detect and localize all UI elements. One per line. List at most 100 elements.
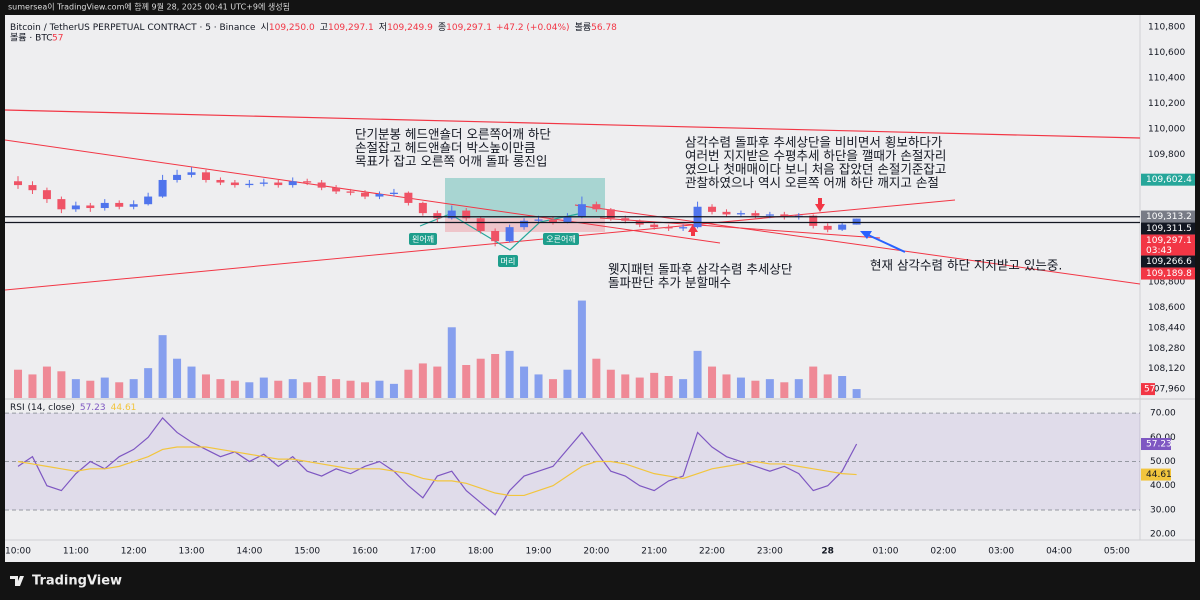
chart-area	[5, 15, 1195, 562]
candle-body	[852, 218, 861, 225]
y-tick-label: 30.00	[1150, 505, 1176, 515]
rsi-tag-label: 44.61	[1146, 470, 1172, 480]
volume-bar	[389, 383, 398, 398]
pattern-label-box	[498, 255, 518, 267]
annotation: 돌파판단 추가 분할매수	[608, 275, 731, 290]
legend-value: 56.78	[591, 23, 617, 33]
volume-bar	[158, 335, 167, 398]
volume-bar	[42, 366, 51, 398]
candle-body	[751, 213, 760, 216]
candle-body	[809, 215, 818, 226]
candle-body	[216, 179, 225, 183]
price-tag	[1141, 210, 1195, 223]
volume-bar	[606, 369, 615, 398]
trend-line	[4, 199, 956, 291]
volume-bar	[86, 380, 95, 398]
candle-body	[520, 220, 529, 228]
annotation: 현재 삼각수렴 하단 지지받고 있는중.	[870, 258, 1062, 273]
y-tick-label: 110,400	[1148, 73, 1185, 83]
candle-body	[42, 190, 51, 200]
price-tag	[1141, 173, 1195, 186]
volume-bar	[187, 366, 196, 398]
volume-bar	[28, 374, 37, 398]
legend-value: 109,297.1	[446, 23, 492, 33]
volume-bar	[100, 377, 109, 398]
rsi-title: RSI (14, close)	[10, 403, 75, 413]
y-tick-label: 110,200	[1148, 99, 1185, 109]
volume-bar	[361, 382, 370, 398]
candle-body	[115, 202, 124, 207]
legend-value: +47.2 (+0.04%)	[496, 23, 570, 33]
y-tick-label: 110,800	[1148, 22, 1185, 32]
trend-line	[4, 139, 721, 244]
price-tag	[1141, 222, 1195, 235]
price-tag-label: 109,602.4	[1146, 175, 1192, 185]
footer-bar	[0, 562, 1200, 600]
volume-bar	[780, 382, 789, 398]
y-tick-label: 70.00	[1150, 409, 1176, 419]
legend-title: Bitcoin / TetherUS PERPETUAL CONTRACT · …	[10, 23, 256, 33]
candle-body	[577, 204, 586, 217]
rsi-tag	[1141, 438, 1171, 451]
legend-label: 종	[438, 22, 446, 33]
volume-bar	[650, 372, 659, 398]
volume-bar	[751, 380, 760, 398]
trend-line	[4, 109, 1141, 139]
candle-body	[28, 185, 37, 191]
volume-bar	[505, 350, 514, 398]
volume-bar	[548, 379, 557, 398]
candle-body	[144, 196, 153, 205]
volume-title: 볼륨 · BTC	[10, 33, 53, 44]
volume-tag-label: 57	[1144, 385, 1155, 395]
annotation: 손절잡고 헤드앤숄더 박스높이만큼	[355, 140, 535, 155]
candle-body	[491, 230, 500, 242]
volume-bar	[303, 382, 312, 398]
y-tick-label: 40.00	[1150, 481, 1176, 491]
volume-bar	[418, 363, 427, 398]
volume-bar	[679, 379, 688, 398]
annotation: 웻지패턴 돌파후 삼각수렴 추세상단	[608, 262, 793, 277]
legend: Bitcoin / TetherUS PERPETUAL CONTRACT · …	[10, 22, 617, 33]
annotation: 여러번 지지받은 수평추세 하단을 깰때가 손절자리	[685, 148, 946, 163]
volume-bar	[852, 389, 861, 398]
x-tick-label: 18:00	[468, 547, 494, 557]
y-tick-label: 110,600	[1148, 48, 1185, 58]
volume-bar	[794, 379, 803, 398]
pattern-label-box	[543, 233, 579, 245]
rsi-line	[17, 417, 858, 516]
legend-label: 저	[379, 22, 387, 33]
volume-bar	[635, 377, 644, 398]
candle-body	[592, 204, 601, 210]
candle-body	[187, 172, 196, 175]
x-tick-label: 13:00	[179, 547, 205, 557]
volume-bar	[332, 379, 341, 398]
y-tick-label: 108,280	[1148, 344, 1185, 354]
volume-bar	[664, 376, 673, 398]
candle-body	[780, 214, 789, 217]
candle-body	[606, 209, 615, 219]
candle-body	[173, 174, 182, 180]
price-tag	[1141, 234, 1195, 256]
candle-body	[679, 227, 688, 229]
volume-bar	[765, 379, 774, 398]
arrow-line	[865, 233, 906, 253]
volume-bar	[491, 354, 500, 398]
pattern-label: 오른어깨	[546, 234, 575, 244]
pattern-label-box	[409, 233, 437, 245]
candle-body	[823, 225, 832, 230]
candle-body	[534, 219, 543, 221]
candle-body	[708, 206, 717, 212]
volume-bar	[14, 369, 23, 398]
candle-body	[621, 218, 630, 221]
price-tag-label: 109,266.6	[1146, 257, 1192, 267]
volume-bar	[736, 377, 745, 398]
arrow-down	[815, 198, 825, 212]
price-tag-label: 109,297.1	[1146, 236, 1192, 246]
price-tag	[1141, 267, 1195, 280]
y-tick-label: 110,000	[1148, 124, 1185, 134]
brand: TradingView	[32, 574, 122, 589]
candle-body	[418, 202, 427, 214]
x-tick-label: 21:00	[641, 547, 667, 557]
x-tick-label: 14:00	[236, 547, 262, 557]
